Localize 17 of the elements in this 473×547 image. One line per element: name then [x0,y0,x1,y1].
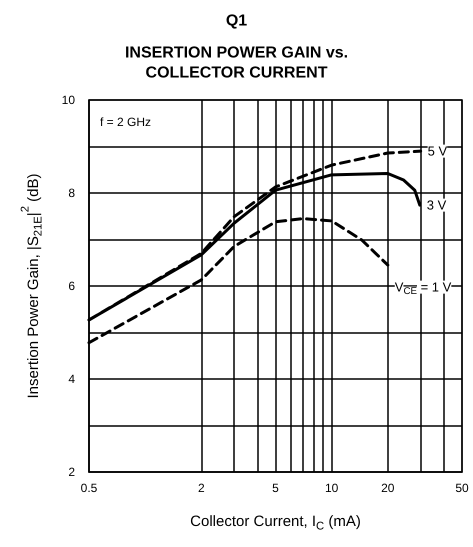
x-tick-label: 0.5 [80,481,98,495]
y-tick-label: 6 [68,279,76,293]
chart-title: Q1 [226,12,248,30]
y-tick-label: 2 [68,465,76,479]
x-tick-label: 10 [324,481,339,495]
series-label: 3 V [426,198,447,213]
y-axis-title: Insertion Power Gain, |S21E|2 (dB) [20,174,44,398]
series-label: 5 V [428,144,448,159]
y-tick-label: 10 [62,93,76,107]
y-tick-label: 8 [68,186,76,200]
x-tick-label: 50 [455,481,469,495]
annotation: f = 2 GHz [100,115,152,129]
x-tick-label: 5 [272,481,280,495]
chart-subtitle: INSERTION POWER GAIN vs. COLLECTOR CURRENT [124,44,348,82]
x-tick-label: 20 [381,481,395,495]
y-tick-label: 4 [68,372,76,386]
x-tick-label: 2 [198,481,205,495]
